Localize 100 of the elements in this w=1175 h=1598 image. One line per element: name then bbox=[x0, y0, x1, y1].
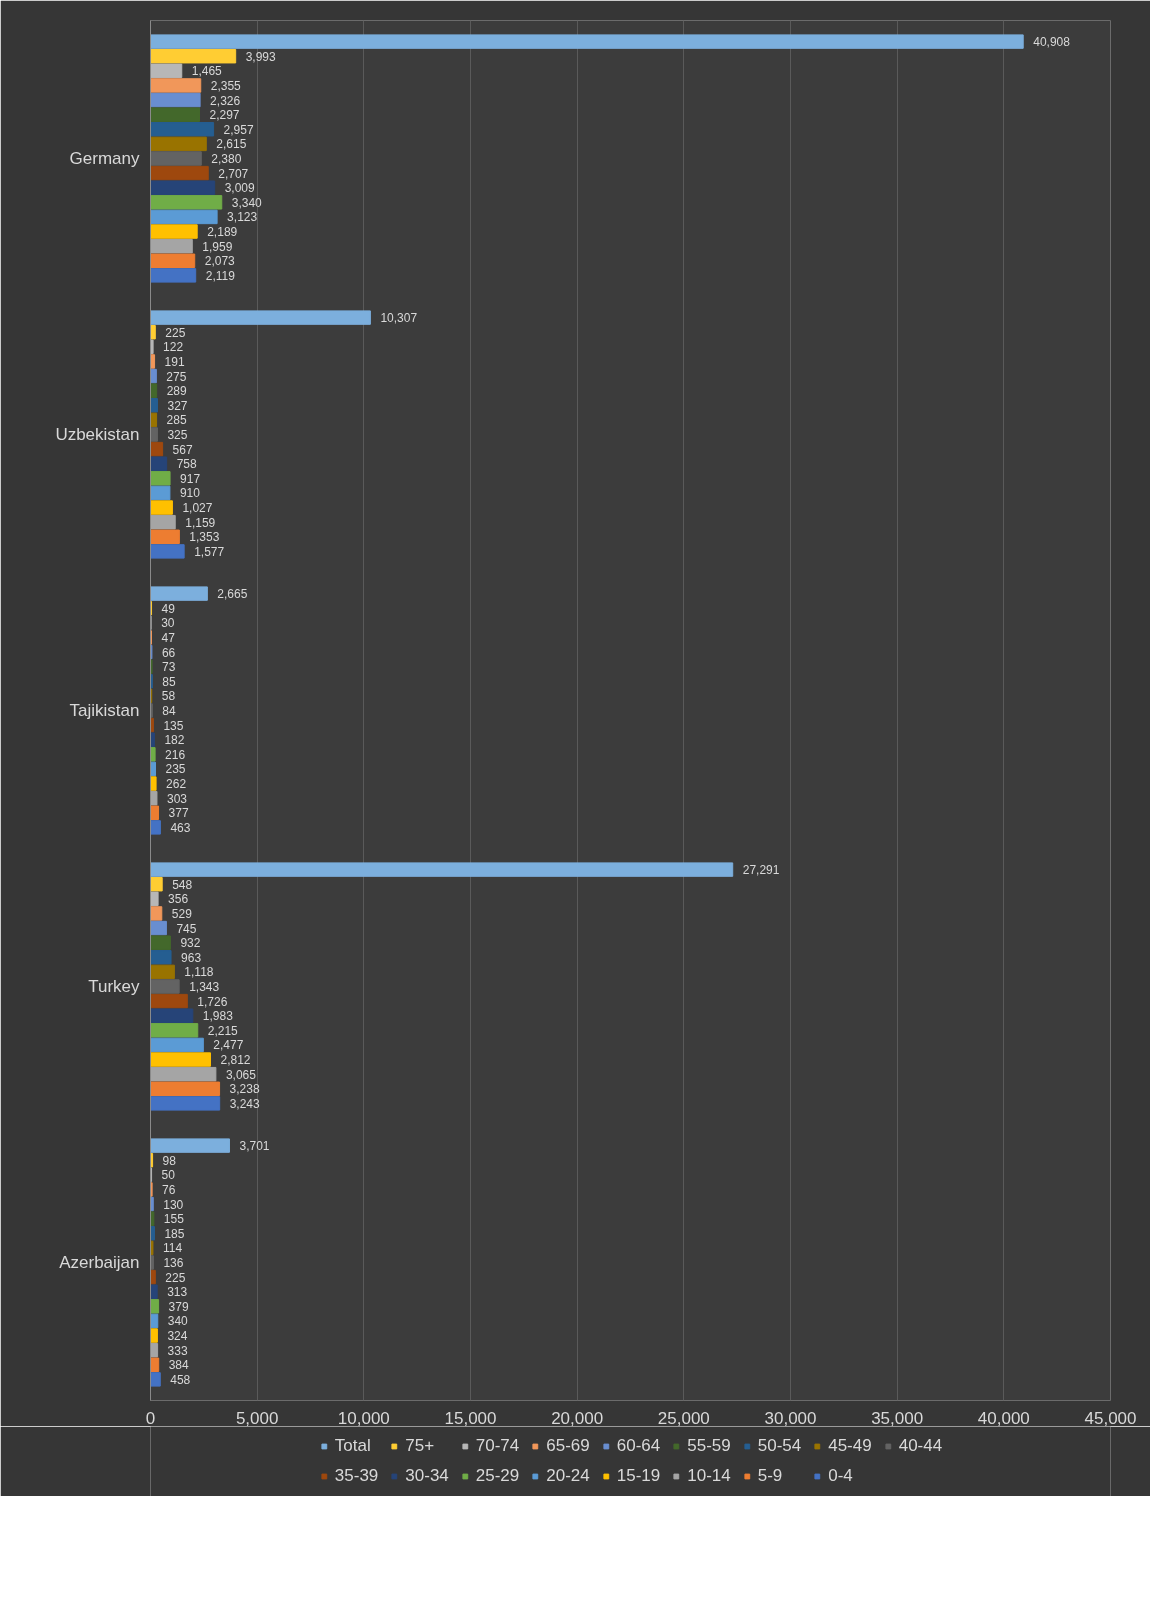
x-tick-label: 10,000 bbox=[337, 1408, 390, 1428]
data-label: 66 bbox=[161, 645, 176, 660]
x-tick-label: 30,000 bbox=[764, 1408, 817, 1428]
legend-label: 10-14 bbox=[687, 1466, 731, 1486]
data-label: 3,009 bbox=[224, 181, 256, 196]
legend-label: Total bbox=[334, 1436, 371, 1456]
data-label: 85 bbox=[162, 674, 176, 689]
data-label: 1,983 bbox=[202, 1009, 234, 1024]
legend-label: 30-34 bbox=[405, 1466, 449, 1486]
legend-label: 60-64 bbox=[616, 1436, 661, 1456]
data-label: 313 bbox=[167, 1285, 188, 1300]
data-label: 910 bbox=[179, 486, 201, 501]
data-label: 3,123 bbox=[227, 210, 258, 225]
data-label: 548 bbox=[172, 877, 193, 892]
data-label: 356 bbox=[168, 892, 189, 907]
data-label: 2,812 bbox=[220, 1053, 251, 1068]
legend-label: 70-74 bbox=[475, 1436, 520, 1456]
data-label: 1,465 bbox=[191, 64, 223, 79]
data-label: 963 bbox=[181, 950, 202, 965]
data-label: 2,957 bbox=[223, 122, 254, 137]
data-label: 2,665 bbox=[217, 587, 248, 602]
data-label: 225 bbox=[165, 1270, 186, 1285]
y-tick-label: Turkey bbox=[88, 977, 140, 996]
data-label: 340 bbox=[167, 1314, 189, 1329]
data-label: 3,701 bbox=[239, 1139, 270, 1154]
data-label: 40,908 bbox=[1033, 35, 1071, 50]
data-label: 3,065 bbox=[225, 1067, 257, 1082]
data-label: 2,707 bbox=[218, 166, 249, 181]
data-label: 182 bbox=[164, 733, 185, 748]
data-label: 384 bbox=[168, 1358, 190, 1373]
data-label: 327 bbox=[167, 398, 188, 413]
data-label: 262 bbox=[166, 777, 187, 792]
data-label: 3,993 bbox=[245, 49, 277, 64]
data-label: 2,297 bbox=[209, 108, 240, 123]
data-label: 155 bbox=[163, 1212, 185, 1227]
data-label: 758 bbox=[176, 457, 198, 472]
data-label: 3,340 bbox=[231, 195, 263, 210]
y-tick-label: Uzbekistan bbox=[55, 425, 140, 444]
legend-label: 20-24 bbox=[546, 1466, 590, 1486]
data-label: 285 bbox=[166, 413, 187, 428]
data-label: 191 bbox=[164, 354, 185, 369]
data-label: 377 bbox=[168, 806, 189, 821]
data-label: 333 bbox=[167, 1343, 188, 1358]
data-label: 30 bbox=[161, 616, 175, 631]
data-label: 1,577 bbox=[194, 544, 225, 559]
data-label: 2,477 bbox=[213, 1038, 244, 1053]
data-label: 225 bbox=[165, 325, 186, 340]
y-tick-label: Tajikistan bbox=[69, 701, 140, 720]
data-label: 1,353 bbox=[189, 530, 220, 545]
legend-label: 0-4 bbox=[828, 1466, 853, 1486]
data-label: 3,243 bbox=[229, 1096, 261, 1111]
x-tick-label: 0 bbox=[145, 1408, 156, 1428]
data-label: 379 bbox=[168, 1299, 189, 1314]
data-label: 2,119 bbox=[205, 268, 236, 283]
data-label: 745 bbox=[176, 921, 197, 936]
data-label: 2,355 bbox=[210, 78, 242, 93]
legend-label: 45-49 bbox=[828, 1436, 872, 1456]
data-label: 50 bbox=[161, 1168, 176, 1183]
x-tick-label: 5,000 bbox=[235, 1408, 279, 1428]
data-label: 130 bbox=[163, 1197, 184, 1212]
data-label: 2,073 bbox=[204, 254, 236, 269]
data-label: 2,615 bbox=[216, 137, 247, 152]
data-label: 2,215 bbox=[207, 1023, 239, 1038]
data-label: 932 bbox=[180, 936, 201, 951]
legend-label: 65-69 bbox=[546, 1436, 590, 1456]
data-label: 27,291 bbox=[742, 863, 780, 878]
data-label: 458 bbox=[170, 1372, 191, 1387]
data-label: 216 bbox=[165, 747, 186, 762]
data-label: 98 bbox=[162, 1153, 177, 1168]
data-label: 3,238 bbox=[229, 1082, 260, 1097]
legend-label: 50-54 bbox=[757, 1436, 802, 1456]
data-label: 49 bbox=[161, 601, 176, 616]
data-label: 275 bbox=[166, 369, 187, 384]
legend-label: 15-19 bbox=[616, 1466, 661, 1486]
legend-label: 25-29 bbox=[475, 1466, 520, 1486]
data-label: 2,189 bbox=[207, 225, 238, 240]
legend-label: 55-59 bbox=[687, 1436, 731, 1456]
x-tick-label: 25,000 bbox=[657, 1408, 710, 1428]
y-tick-label: Azerbaijan bbox=[59, 1253, 140, 1272]
data-label: 1,027 bbox=[182, 501, 213, 516]
data-label: 303 bbox=[166, 791, 188, 806]
data-label: 47 bbox=[161, 630, 176, 645]
data-label: 567 bbox=[172, 442, 193, 457]
data-label: 324 bbox=[167, 1329, 188, 1344]
legend-label: 5-9 bbox=[757, 1466, 783, 1486]
legend-label: 75+ bbox=[405, 1436, 435, 1456]
data-label: 122 bbox=[163, 340, 184, 355]
x-tick-label: 35,000 bbox=[871, 1408, 924, 1428]
data-label: 325 bbox=[167, 428, 188, 442]
data-label: 185 bbox=[164, 1226, 185, 1241]
data-label: 1,343 bbox=[189, 980, 220, 994]
legend-label: 35-39 bbox=[334, 1466, 379, 1486]
data-label: 2,380 bbox=[211, 152, 242, 166]
data-label: 289 bbox=[166, 384, 188, 399]
data-label: 135 bbox=[163, 718, 184, 733]
data-label: 2,326 bbox=[210, 93, 241, 108]
data-label: 463 bbox=[170, 820, 191, 835]
x-tick-label: 40,000 bbox=[977, 1408, 1030, 1428]
data-label: 58 bbox=[161, 689, 176, 704]
x-tick-label: 20,000 bbox=[551, 1408, 604, 1428]
